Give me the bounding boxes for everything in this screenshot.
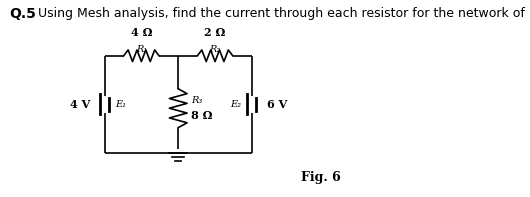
Text: 8 Ω: 8 Ω <box>191 111 213 122</box>
Text: R₁: R₁ <box>136 45 147 54</box>
Text: Using Mesh analysis, find the current through each resistor for the network of F: Using Mesh analysis, find the current th… <box>38 7 530 20</box>
Text: 4 V: 4 V <box>69 99 90 110</box>
Text: R₂: R₂ <box>209 45 220 54</box>
Text: 4 Ω: 4 Ω <box>130 27 152 38</box>
Text: E₂: E₂ <box>230 100 241 109</box>
Text: Fig. 6: Fig. 6 <box>301 171 340 184</box>
Text: Q.5: Q.5 <box>9 7 36 21</box>
Text: 2 Ω: 2 Ω <box>205 27 226 38</box>
Text: E₁: E₁ <box>116 100 127 109</box>
Text: 6 V: 6 V <box>267 99 287 110</box>
Text: R₃: R₃ <box>191 96 202 105</box>
